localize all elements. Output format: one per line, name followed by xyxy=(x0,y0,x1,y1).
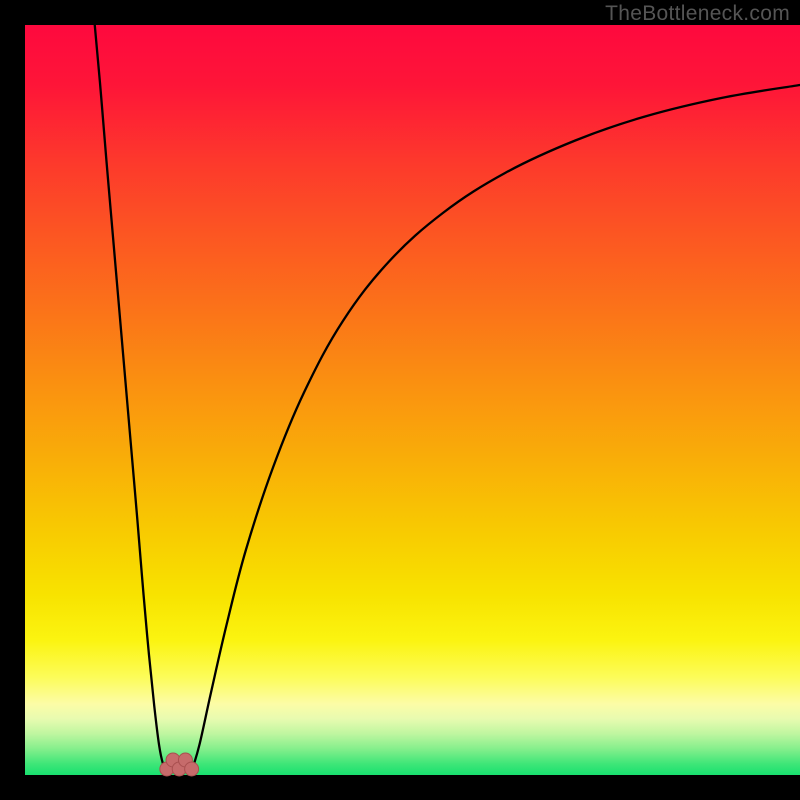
bottleneck-chart xyxy=(0,0,800,800)
watermark-text: TheBottleneck.com xyxy=(605,2,790,26)
curve-marker xyxy=(185,762,199,776)
chart-plot-area xyxy=(25,25,800,775)
chart-root: TheBottleneck.com xyxy=(0,0,800,800)
